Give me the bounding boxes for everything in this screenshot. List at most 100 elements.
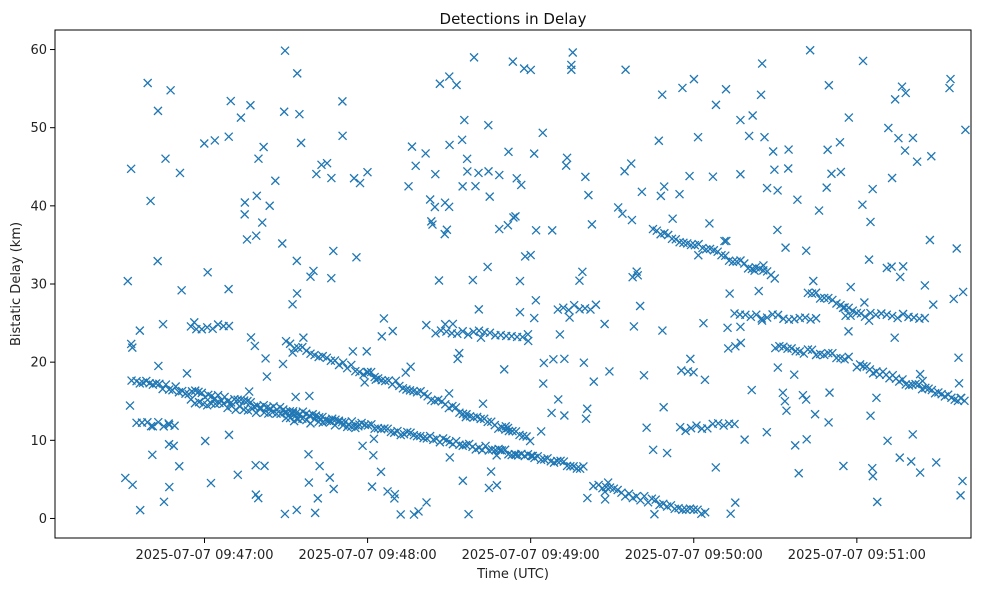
detection-marker	[518, 332, 527, 342]
detection-marker	[127, 343, 137, 353]
detection-marker	[478, 399, 488, 409]
detection-marker	[189, 317, 199, 327]
detection-marker	[272, 409, 281, 419]
detection-marker	[723, 344, 733, 353]
detection-marker	[440, 319, 450, 329]
detection-marker	[503, 449, 513, 459]
detection-marker	[656, 191, 666, 201]
detection-marker	[442, 225, 452, 235]
detection-marker	[757, 316, 767, 326]
detection-marker	[292, 256, 302, 266]
detection-marker	[798, 390, 808, 400]
detection-marker	[434, 276, 444, 285]
detection-marker	[568, 48, 578, 57]
detection-marker	[422, 497, 431, 507]
detection-marker	[531, 225, 541, 235]
detection-marker	[409, 510, 419, 520]
detection-marker	[791, 346, 801, 356]
y-axis: 0 10 20 30 40 50 60	[30, 43, 55, 527]
detection-marker	[164, 482, 174, 492]
detection-marker	[469, 413, 479, 423]
detection-marker	[462, 154, 472, 164]
detection-marker	[304, 449, 313, 459]
detection-marker	[246, 332, 256, 342]
detection-marker	[120, 473, 130, 483]
detection-marker	[883, 123, 893, 133]
detection-marker	[639, 491, 649, 501]
detection-marker	[531, 295, 541, 305]
detection-marker	[354, 367, 364, 377]
detection-marker	[792, 195, 802, 205]
detection-marker	[836, 167, 846, 177]
detection-marker	[164, 439, 174, 449]
detection-marker	[453, 354, 463, 364]
detection-marker	[520, 251, 530, 261]
detection-marker	[637, 187, 647, 197]
detection-marker	[686, 423, 696, 433]
detection-marker	[657, 90, 667, 100]
detection-marker	[778, 388, 788, 398]
detection-marker	[396, 510, 406, 519]
detection-marker	[224, 132, 234, 142]
detection-marker	[801, 246, 811, 256]
detection-marker	[126, 164, 136, 174]
detection-marker	[377, 331, 387, 341]
detection-marker	[194, 387, 203, 397]
detection-marker	[458, 441, 468, 451]
detection-marker	[244, 387, 254, 397]
detection-marker	[148, 421, 158, 431]
detection-marker	[428, 435, 438, 445]
detection-marker	[893, 313, 903, 323]
detection-marker	[355, 178, 365, 188]
detection-marker	[704, 218, 714, 228]
detection-marker	[342, 422, 352, 432]
x-tick-label: 2025-07-07 09:50:00	[625, 548, 763, 563]
detection-marker	[835, 137, 845, 147]
detection-marker	[583, 190, 593, 200]
detection-marker	[516, 180, 526, 190]
detection-marker	[739, 259, 749, 268]
detection-marker	[166, 85, 176, 95]
detection-marker	[226, 96, 236, 106]
detection-marker	[898, 309, 908, 319]
detection-marker	[781, 243, 791, 253]
detection-marker	[547, 408, 557, 418]
detection-marker	[474, 326, 484, 336]
detection-marker	[713, 418, 723, 428]
detection-marker	[363, 368, 373, 378]
detection-marker	[859, 298, 869, 307]
detection-marker	[915, 468, 925, 478]
detection-marker	[492, 450, 502, 460]
detection-marker	[484, 166, 493, 176]
detection-marker	[770, 274, 780, 283]
detection-marker	[159, 421, 169, 431]
detection-marker	[844, 113, 854, 123]
detection-marker	[844, 352, 854, 362]
detection-marker	[308, 266, 318, 276]
detection-marker	[428, 220, 437, 230]
detection-marker	[604, 366, 614, 376]
detection-marker	[620, 166, 630, 176]
detection-marker	[931, 457, 941, 467]
detection-marker	[452, 329, 462, 339]
detection-marker	[328, 246, 338, 256]
detection-marker	[887, 173, 897, 183]
detection-marker	[823, 145, 833, 155]
detection-marker	[681, 426, 691, 436]
detection-marker	[632, 267, 642, 277]
detection-marker	[565, 461, 575, 471]
detection-marker	[363, 420, 373, 430]
detection-marker	[519, 64, 529, 73]
detection-marker	[504, 147, 513, 157]
detection-marker	[444, 388, 454, 398]
detection-marker	[153, 361, 163, 371]
detection-marker	[251, 460, 261, 470]
detection-marker	[918, 376, 928, 386]
detection-marker	[676, 366, 686, 375]
detection-marker	[452, 80, 462, 90]
detection-marker	[325, 473, 335, 483]
detection-marker	[474, 168, 483, 178]
detection-marker	[483, 262, 493, 272]
detection-marker	[338, 131, 348, 141]
detection-marker	[773, 363, 783, 373]
